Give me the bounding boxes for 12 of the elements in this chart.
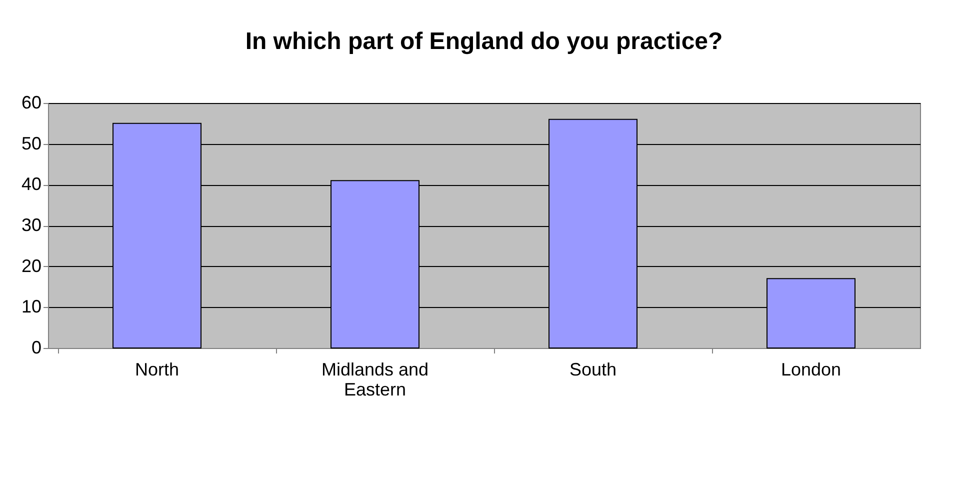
- y-tick-label: 0: [31, 338, 42, 358]
- chart-title: In which part of England do you practice?: [245, 28, 723, 55]
- y-tick-label: 50: [21, 133, 42, 154]
- y-tick-label: 10: [21, 296, 42, 317]
- x-tick-label: Midlands and Eastern: [321, 360, 429, 400]
- y-tick-label: 20: [21, 256, 42, 276]
- y-tick-label: 30: [21, 215, 42, 235]
- x-tick-label: London: [780, 360, 842, 380]
- x-tick-label: South: [569, 360, 617, 380]
- x-tick-label: North: [134, 360, 180, 380]
- y-tick-label: 60: [21, 92, 42, 112]
- y-tick-label: 40: [21, 174, 42, 194]
